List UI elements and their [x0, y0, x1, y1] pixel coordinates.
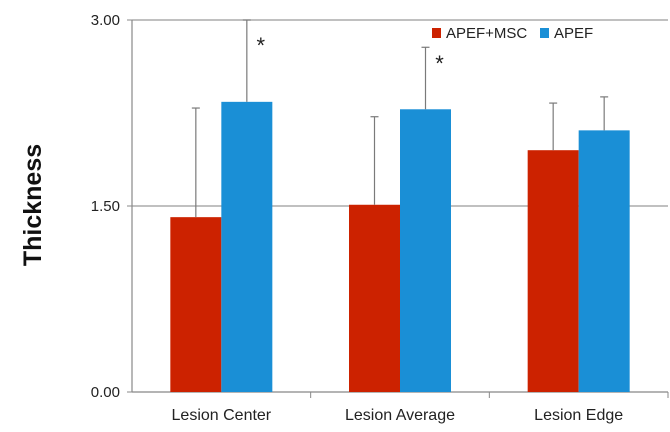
- legend-label: APEF+MSC: [446, 25, 527, 42]
- x-category-label: Lesion Average: [345, 407, 455, 424]
- bars: [170, 101, 630, 393]
- y-tick-label: 1.50: [91, 198, 120, 215]
- bar-apef-1: [400, 109, 451, 392]
- category-labels: Lesion Center Lesion Average Lesion Edge: [172, 407, 624, 424]
- bar-apef-msc-2: [527, 150, 579, 392]
- legend: APEF+MSC APEF: [432, 25, 593, 42]
- significance-marker: *: [435, 51, 444, 76]
- error-bars: [191, 19, 609, 218]
- bar-apef-msc-0: [170, 217, 222, 392]
- bar-apef-msc-1: [349, 204, 400, 392]
- significance-markers: **: [257, 33, 445, 76]
- y-tick-label: 0.00: [91, 384, 120, 401]
- legend-label: APEF: [554, 25, 593, 42]
- bar-apef-0: [221, 101, 273, 392]
- legend-swatch-apef-msc: [432, 28, 441, 38]
- legend-swatch-apef: [540, 28, 549, 38]
- x-category-label: Lesion Edge: [534, 407, 623, 424]
- y-tick-labels: 0.00 1.50 3.00: [91, 12, 132, 401]
- x-category-label: Lesion Center: [172, 407, 272, 424]
- bar-apef-2: [578, 130, 630, 393]
- y-axis-label: Thickness: [19, 144, 47, 266]
- y-tick-label: 3.00: [91, 12, 120, 29]
- significance-marker: *: [257, 33, 266, 58]
